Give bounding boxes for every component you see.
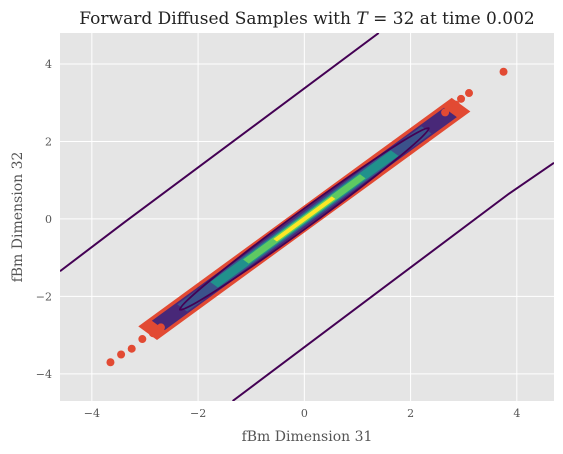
sample-point bbox=[441, 108, 450, 117]
x-tick-label: −4 bbox=[84, 407, 100, 420]
density-band bbox=[138, 97, 471, 341]
sample-point bbox=[499, 67, 508, 76]
tick-labels: −4 −2 0 2 4 −4 −2 0 2 4 bbox=[36, 58, 521, 420]
sample-point bbox=[106, 358, 115, 367]
x-tick-label: −2 bbox=[190, 407, 206, 420]
chart-title: Forward Diffused Samples with T = 32 at … bbox=[79, 9, 534, 29]
y-tick-label: 4 bbox=[45, 58, 52, 71]
y-axis-label: fBm Dimension 32 bbox=[10, 152, 26, 283]
y-tick-label: −4 bbox=[36, 368, 52, 381]
contour-line-0 bbox=[60, 33, 380, 273]
x-axis-label: fBm Dimension 31 bbox=[242, 429, 373, 445]
x-tick-label: 0 bbox=[301, 407, 308, 420]
y-tick-label: −2 bbox=[36, 290, 52, 303]
sample-point bbox=[117, 350, 126, 359]
density-level-5 bbox=[273, 196, 336, 242]
x-tick-label: 4 bbox=[513, 407, 520, 420]
x-tick-label: 2 bbox=[407, 407, 414, 420]
sample-point bbox=[156, 323, 165, 332]
sample-point bbox=[465, 89, 474, 98]
sample-point bbox=[148, 329, 157, 338]
y-tick-label: 0 bbox=[45, 213, 52, 226]
contour-lines bbox=[60, 33, 554, 401]
sample-point bbox=[127, 344, 136, 353]
sample-point bbox=[138, 335, 147, 344]
sample-point bbox=[451, 100, 460, 109]
inner-contour bbox=[178, 127, 430, 311]
contour-line-1 bbox=[232, 161, 554, 401]
scatter-points bbox=[106, 67, 508, 367]
y-tick-label: 2 bbox=[45, 135, 52, 148]
sample-point bbox=[457, 94, 466, 103]
